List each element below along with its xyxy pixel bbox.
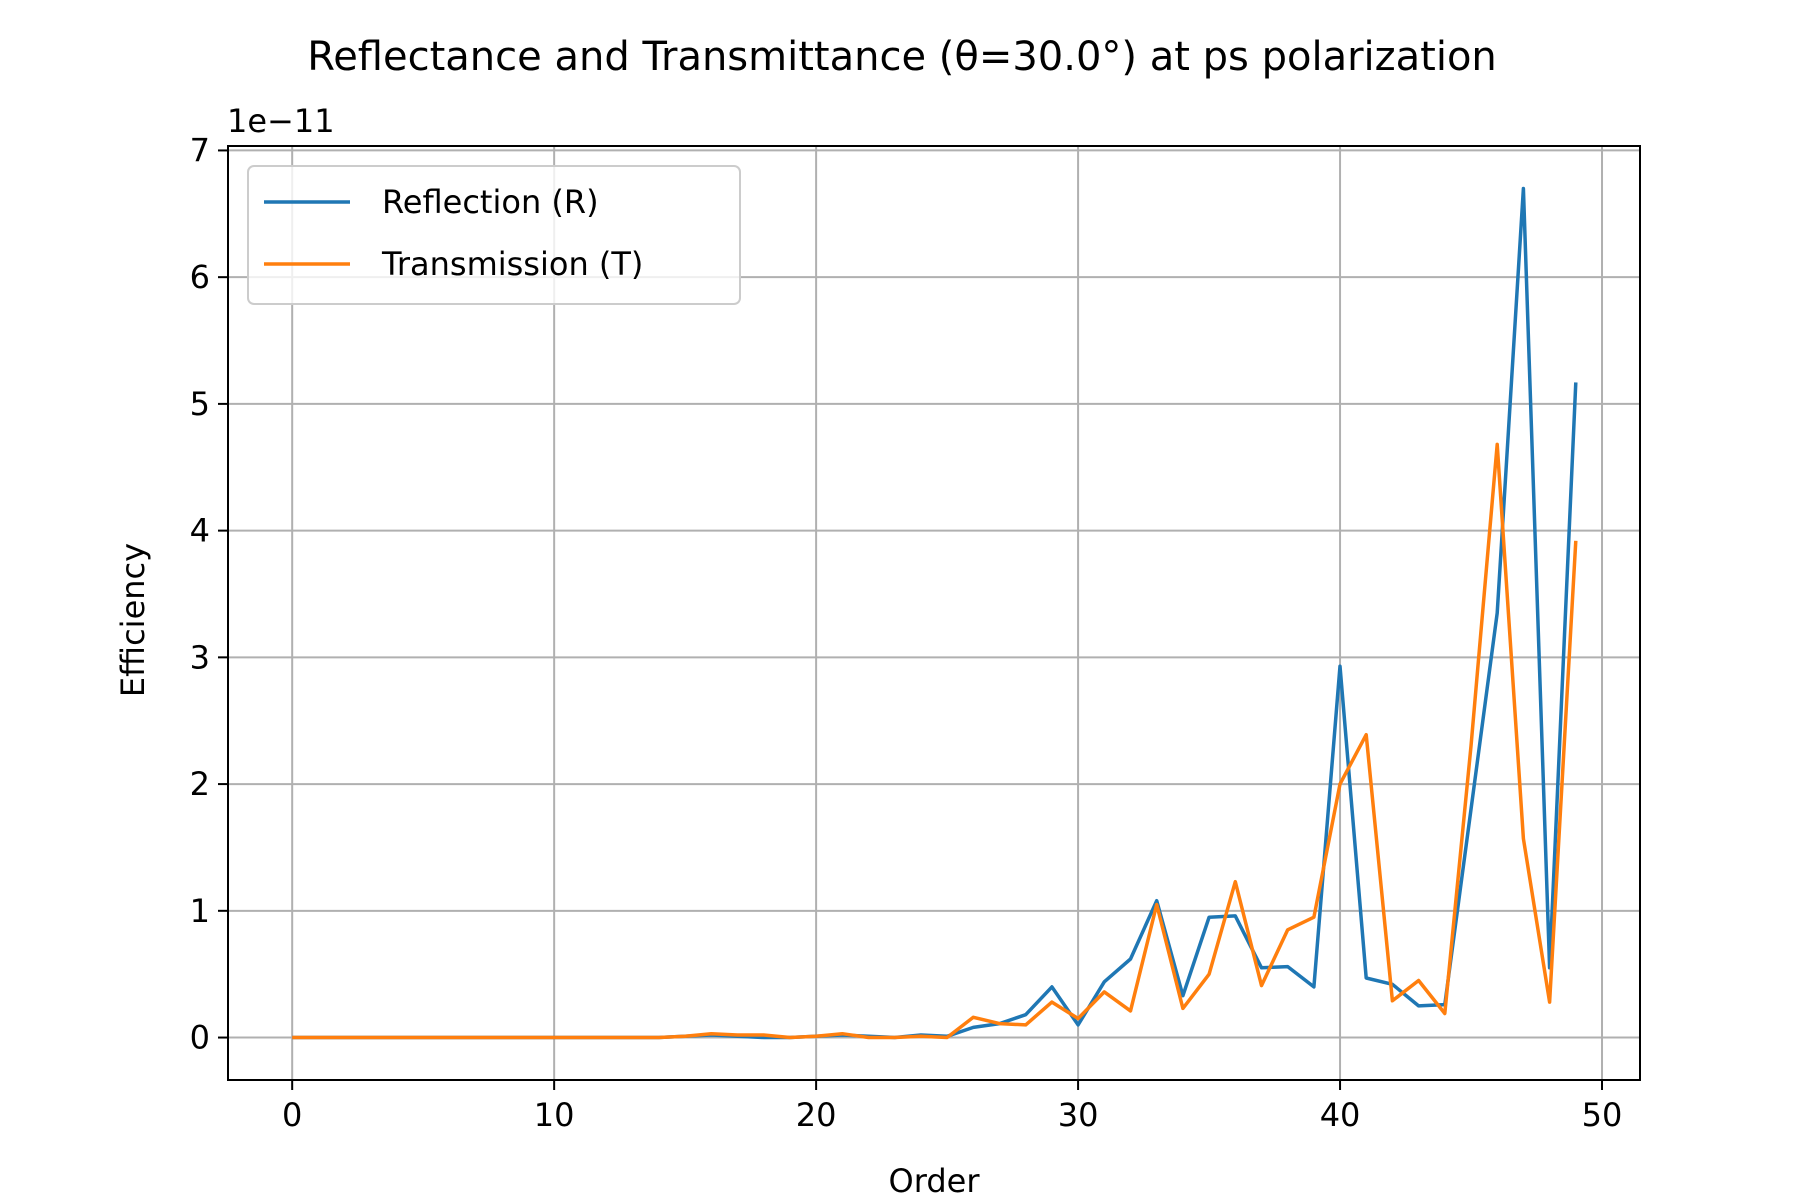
legend-label: Reflection (R) — [382, 183, 599, 221]
y-tick-label: 0 — [190, 1019, 210, 1057]
y-tick-label: 7 — [190, 131, 210, 169]
y-tick-label: 3 — [190, 638, 210, 676]
x-tick-label: 10 — [534, 1096, 575, 1134]
x-tick-label: 30 — [1058, 1096, 1099, 1134]
legend-label: Transmission (T) — [381, 245, 643, 283]
series-line-transmission — [292, 442, 1578, 1040]
y-tick-label: 4 — [190, 512, 210, 550]
x-axis-label: Order — [889, 1162, 981, 1200]
y-tick-label: 5 — [190, 385, 210, 423]
y-tick-label: 2 — [190, 765, 210, 803]
x-tick-label: 50 — [1582, 1096, 1623, 1134]
x-tick-label: 20 — [796, 1096, 837, 1134]
y-scale-exponent: 1e−11 — [227, 102, 335, 140]
plot-frame — [227, 145, 1641, 1081]
axis-ticks: 0 10 20 30 40 50 0 1 2 3 4 5 6 7 — [190, 131, 1623, 1134]
chart-title: Reflectance and Transmittance (θ=30.0°) … — [307, 34, 1497, 80]
y-tick-label: 6 — [190, 258, 210, 296]
grid — [228, 146, 1640, 1080]
y-axis-label: Efficiency — [114, 543, 152, 697]
y-tick-label: 1 — [190, 892, 210, 930]
series-lines — [292, 186, 1578, 1040]
x-tick-label: 0 — [282, 1096, 302, 1134]
legend: Reflection (R) Transmission (T) — [247, 165, 741, 305]
legend-box — [247, 165, 741, 305]
x-tick-label: 40 — [1320, 1096, 1361, 1134]
